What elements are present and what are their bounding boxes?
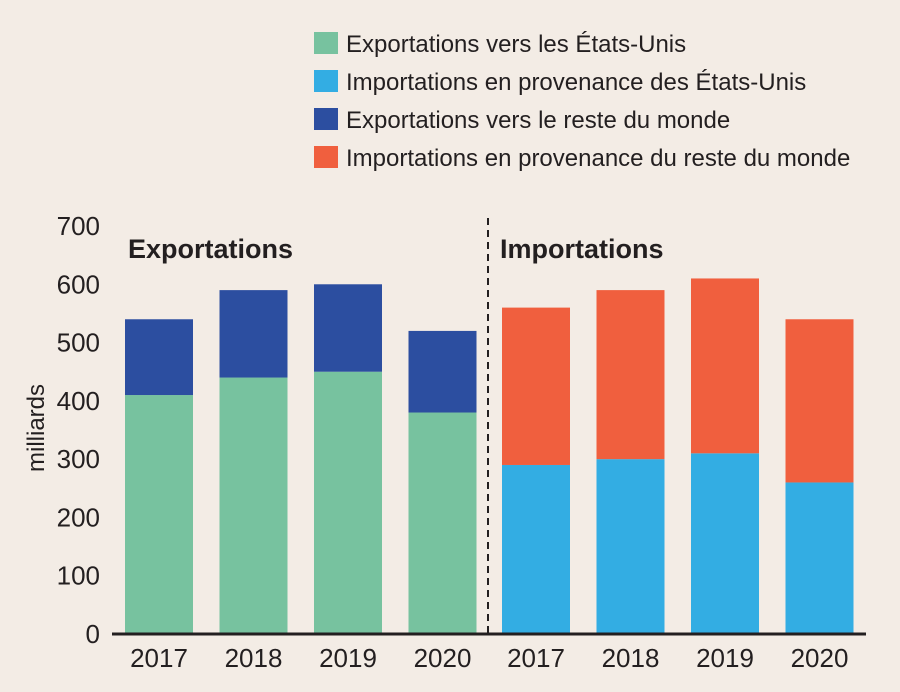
- bar-imports_us-2017: [502, 464, 570, 634]
- bar-exports_us-2017: [125, 395, 193, 634]
- panel-title-exports: Exportations: [128, 234, 293, 264]
- bar-exports_rest-2017: [125, 319, 193, 396]
- y-axis-label: milliards: [23, 384, 50, 472]
- bar-exports_rest-2018: [219, 290, 288, 378]
- bars: [125, 278, 854, 634]
- y-tick-label: 500: [57, 328, 100, 358]
- bar-imports_rest-2018: [596, 290, 665, 460]
- legend-swatch-exports_us: [314, 32, 338, 54]
- bar-exports_us-2019: [314, 371, 382, 634]
- bar-imports_rest-2017: [502, 307, 570, 465]
- x-tick-label: 2017: [130, 643, 188, 673]
- y-axis: 0 100 200 300 400 500 600 700: [57, 211, 100, 649]
- x-tick-label: 2019: [319, 643, 377, 673]
- panel-title-imports: Importations: [500, 234, 664, 264]
- bar-exports_rest-2019: [314, 284, 382, 372]
- legend-swatch-imports_us: [314, 70, 338, 92]
- x-tick-label: 2019: [696, 643, 754, 673]
- x-axis: 2017 2018 2019 2020 2017 2018 2019 2020: [130, 643, 848, 673]
- legend: Exportations vers les États-Unis Importat…: [314, 31, 850, 172]
- y-tick-label: 200: [57, 502, 100, 532]
- bar-exports_rest-2020: [408, 330, 477, 413]
- y-tick-label: 100: [57, 561, 100, 591]
- x-tick-label: 2018: [225, 643, 283, 673]
- y-tick-label: 400: [57, 386, 100, 416]
- bar-exports_us-2018: [219, 377, 288, 634]
- legend-swatch-exports_rest: [314, 108, 338, 130]
- y-tick-label: 700: [57, 211, 100, 241]
- bar-exports_us-2020: [408, 412, 477, 634]
- legend-swatch-imports_rest: [314, 146, 338, 168]
- x-tick-label: 2020: [414, 643, 472, 673]
- legend-label-exports_rest: Exportations vers le reste du monde: [346, 107, 730, 134]
- y-tick-label: 600: [57, 269, 100, 299]
- x-tick-label: 2017: [507, 643, 565, 673]
- y-tick-label: 0: [86, 619, 100, 649]
- bar-imports_us-2019: [691, 453, 759, 634]
- bar-imports_rest-2019: [691, 278, 759, 454]
- bar-imports_us-2020: [785, 482, 854, 634]
- legend-label-exports_us: Exportations vers les États-Unis: [346, 31, 686, 58]
- bar-imports_us-2018: [596, 459, 665, 634]
- x-tick-label: 2018: [602, 643, 660, 673]
- legend-label-imports_rest: Importations en provenance du reste du m…: [346, 145, 850, 172]
- legend-label-imports_us: Importations en provenance des États-Uni…: [346, 69, 806, 96]
- y-tick-label: 300: [57, 444, 100, 474]
- bar-imports_rest-2020: [785, 319, 854, 483]
- x-tick-label: 2020: [791, 643, 849, 673]
